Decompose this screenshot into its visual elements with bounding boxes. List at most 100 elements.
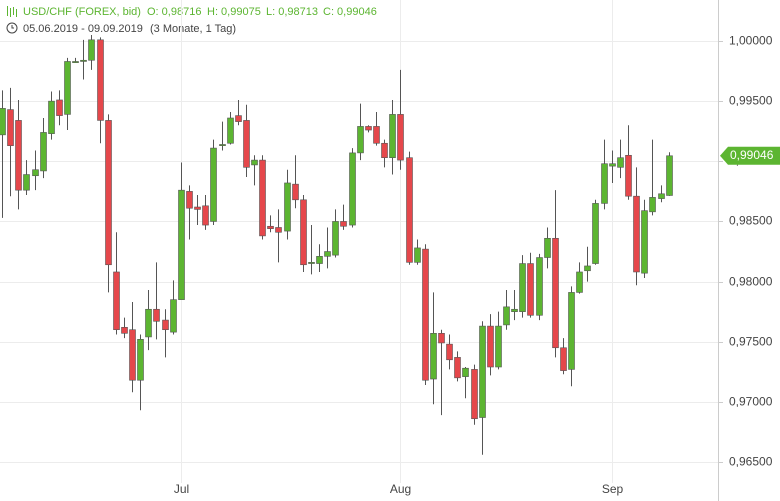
header: USD/CHF (FOREX, bid) O: 0,98716 H: 0,990… [6, 6, 377, 35]
symbol: USD/CHF (FOREX, bid) [23, 6, 141, 18]
x-tick-label: Sep [602, 482, 624, 496]
candle-body [430, 333, 437, 380]
candle-body [153, 308, 160, 322]
candle-body [186, 191, 193, 209]
candle-body [641, 210, 648, 274]
candle-body [145, 308, 152, 338]
candle-body [251, 159, 258, 166]
candle-body [552, 237, 559, 349]
candle-body [202, 205, 209, 226]
candle-body [406, 157, 413, 263]
candle-body [259, 159, 266, 237]
candle-body [584, 265, 591, 272]
candle-body [544, 237, 551, 258]
candle-body [609, 163, 616, 167]
low-text: L: 0,98713 [266, 6, 318, 18]
open-text: O: 0,98716 [147, 6, 201, 18]
candle-body [88, 39, 95, 61]
candle-body [80, 59, 87, 62]
candle-body [227, 117, 234, 144]
candle-body [137, 339, 144, 381]
candle-body [72, 61, 79, 63]
clock-hands [11, 25, 14, 29]
candle-body [332, 221, 339, 256]
candle-body [219, 144, 226, 146]
candle-body [422, 248, 429, 381]
candle-body [666, 155, 673, 196]
candle-body [162, 319, 169, 331]
candle-body [601, 163, 608, 204]
candle-body [178, 189, 185, 300]
y-tick-label: 0,99500 [729, 94, 773, 108]
x-tick-label: Aug [390, 482, 411, 496]
candle-body [649, 197, 656, 213]
candle-body [129, 329, 136, 381]
candle-body [235, 115, 242, 122]
candle-body [487, 325, 494, 368]
candle-body [389, 114, 396, 158]
candle-body [324, 251, 331, 257]
candle-body [113, 271, 120, 331]
candle-body [97, 39, 104, 121]
y-tick-label: 0,97500 [729, 335, 773, 349]
period: (3 Monate, 1 Tag) [150, 23, 236, 35]
candle-body [48, 100, 55, 134]
candle-body [495, 325, 502, 368]
candle-body [658, 193, 665, 199]
candle-body [414, 247, 421, 263]
candle-body [454, 357, 461, 379]
candle-body [560, 347, 567, 371]
candle-body [32, 169, 39, 177]
candle-body [365, 126, 372, 131]
candle-body [527, 263, 534, 316]
candle-body [625, 154, 632, 197]
candle-body [438, 333, 445, 344]
y-tick-label: 1,00000 [729, 34, 773, 48]
candle-body [446, 343, 453, 361]
candle-body [503, 306, 510, 326]
candle-body [0, 108, 6, 136]
candle-body [357, 126, 364, 154]
candle-body [267, 225, 274, 229]
candle-body [292, 183, 299, 201]
y-tick-label: 0,97000 [729, 395, 773, 409]
candle-body [373, 126, 380, 144]
symbol-icon [7, 6, 17, 17]
candle-body [300, 199, 307, 266]
candle-body [170, 299, 177, 333]
candle-body [7, 109, 14, 146]
candle-body [243, 120, 250, 168]
candle-body [576, 271, 583, 293]
candle-body [121, 327, 128, 334]
candle-body [462, 367, 469, 377]
candle-body [308, 262, 315, 264]
date-range: 05.06.2019 - 09.09.2019 [23, 23, 143, 35]
close-text: C: 0,99046 [323, 6, 377, 18]
candle-body [479, 325, 486, 418]
candle-body [511, 308, 518, 312]
y-tick-label: 0,96500 [729, 455, 773, 469]
candle-body [381, 142, 388, 158]
candle-body [340, 221, 347, 227]
y-tick-label: 0,98500 [729, 214, 773, 228]
candle-body [105, 120, 112, 266]
last-price-label: 0,99046 [730, 148, 774, 162]
candle-body [519, 263, 526, 312]
candle-body [275, 227, 282, 233]
candle-body [592, 203, 599, 264]
candle-body [23, 174, 30, 191]
candle-body [40, 132, 47, 172]
candle-body [210, 147, 217, 222]
candle-body [194, 206, 201, 210]
candle-body [536, 257, 543, 316]
candle-body [15, 120, 22, 191]
x-tick-label: Jul [174, 482, 189, 496]
candle-body [56, 99, 63, 116]
candle-body [316, 256, 323, 264]
candle-body [64, 61, 71, 115]
candle-body [617, 157, 624, 168]
candle-body [349, 152, 356, 226]
clock-icon [6, 22, 18, 34]
